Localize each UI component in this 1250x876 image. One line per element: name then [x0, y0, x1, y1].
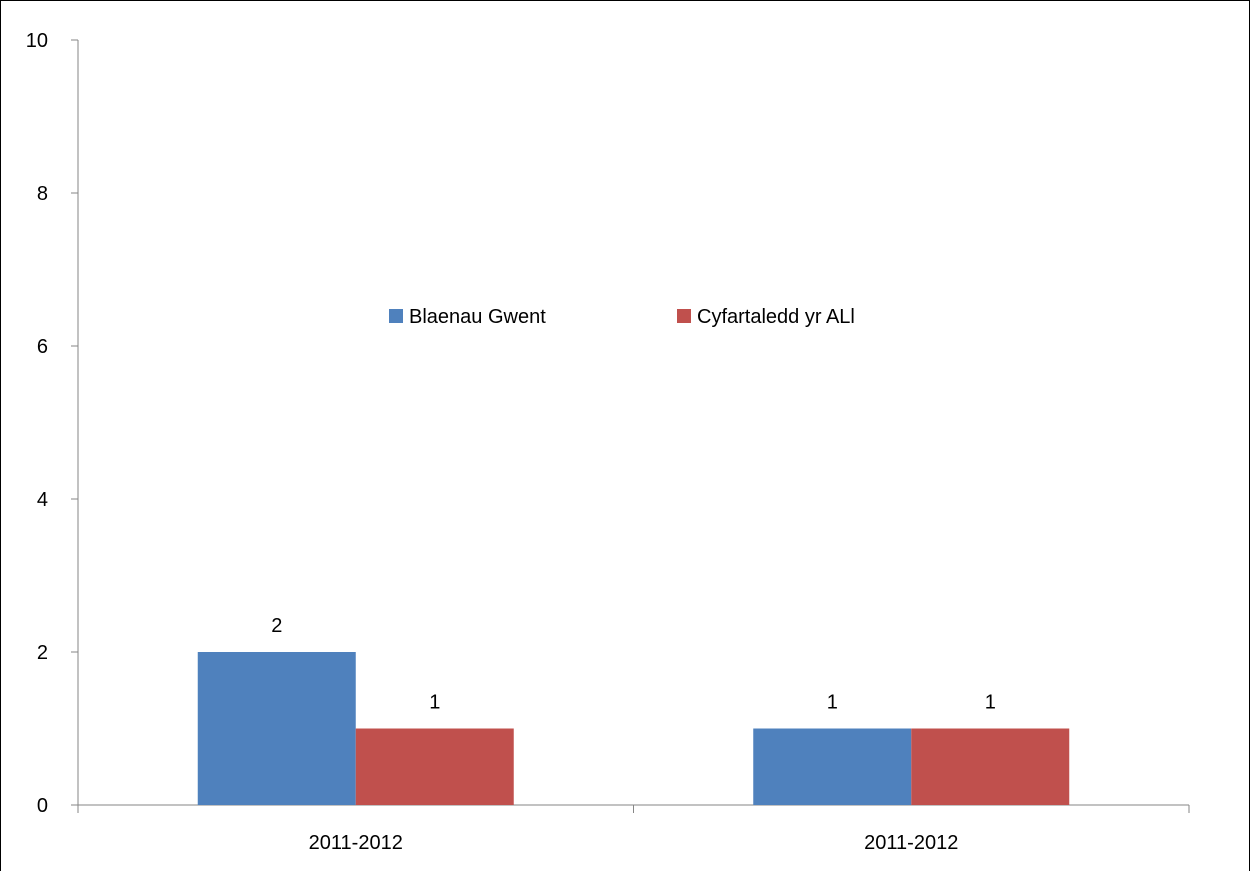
data-label: 1 — [827, 692, 838, 714]
data-labels: 2 1 1 1 — [271, 615, 996, 714]
y-tick-label: 10 — [26, 30, 48, 52]
data-label: 1 — [429, 692, 440, 714]
data-label: 2 — [271, 615, 282, 637]
x-tick-label: 2011-2012 — [864, 832, 958, 854]
legend-swatch — [389, 309, 403, 323]
bar — [753, 728, 912, 805]
legend-label: Blaenau Gwent — [409, 306, 546, 328]
bar — [911, 728, 1070, 805]
legend-swatch — [677, 309, 691, 323]
legend-label: Cyfartaledd yr ALl — [697, 306, 855, 328]
y-tick-label: 6 — [37, 336, 48, 358]
legend: Blaenau Gwent Cyfartaledd yr ALl — [389, 306, 855, 328]
y-tick-label: 8 — [37, 183, 48, 205]
y-tick-label: 2 — [37, 642, 48, 664]
bar — [355, 728, 514, 805]
y-tick-label: 0 — [37, 795, 48, 817]
bars — [197, 652, 1070, 805]
y-tick-label: 4 — [37, 489, 48, 511]
data-label: 1 — [985, 692, 996, 714]
x-tick-label: 2011-2012 — [309, 832, 403, 854]
bar — [197, 652, 356, 805]
